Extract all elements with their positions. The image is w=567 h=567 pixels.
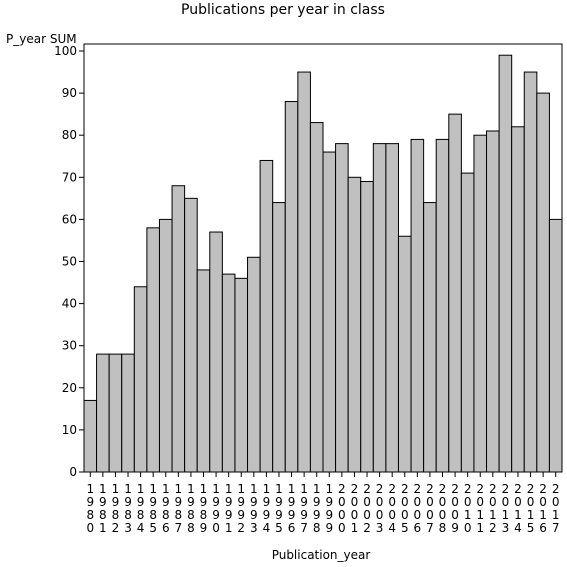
bar-2017 — [548, 218, 563, 473]
bar-2006 — [410, 138, 425, 473]
bar-2014 — [511, 126, 525, 473]
bar-2003 — [372, 143, 387, 473]
bar-2005 — [397, 235, 412, 473]
bar-1993 — [247, 256, 261, 473]
y-tick-label: 90 — [62, 86, 77, 100]
y-tick-label: 30 — [62, 339, 77, 353]
bar-2016 — [536, 92, 550, 473]
bar-2008 — [435, 138, 450, 473]
x-axis-ticks: 1 9 8 0 1 9 8 1 1 9 8 2 1 9 8 3 1 9 8 4 1 9 8 5 1 9 8 6 1 9 8 7 1 9 8 8 1 9 8 9… — [86, 472, 560, 535]
bar-1981 — [96, 353, 110, 473]
y-tick-label: 10 — [62, 423, 77, 437]
bar-1988 — [184, 197, 198, 473]
y-axis-ticks: 0 10 20 30 40 50 60 70 80 90 100 — [54, 44, 84, 479]
bar-2001 — [347, 176, 362, 473]
bar-1983 — [121, 353, 135, 473]
bar-2013 — [498, 54, 513, 473]
y-tick-label: 80 — [62, 128, 77, 142]
bar-2002 — [360, 181, 374, 473]
bar-1990 — [209, 231, 223, 473]
bar-2015 — [523, 71, 538, 473]
y-tick-label: 100 — [54, 44, 77, 58]
bar-1986 — [158, 218, 173, 473]
bar-2010 — [460, 172, 475, 473]
bar-1994 — [259, 159, 274, 473]
x-axis-label: Publication_year — [272, 548, 371, 562]
bar-2007 — [423, 202, 437, 473]
chart-title: Publications per year in class — [181, 2, 385, 18]
bar-1996 — [284, 101, 299, 473]
bar-1982 — [108, 353, 123, 473]
bar-1995 — [272, 202, 286, 473]
bar-2004 — [385, 143, 399, 473]
y-tick-label: 70 — [62, 170, 77, 184]
y-tick-label: 40 — [62, 297, 77, 311]
bar-1984 — [133, 286, 148, 473]
bar-1985 — [146, 227, 160, 473]
bar-1997 — [297, 71, 311, 473]
bar-2000 — [335, 143, 349, 473]
bar-2009 — [448, 113, 462, 473]
y-tick-label: 0 — [69, 465, 77, 479]
y-axis-label: P_year SUM — [6, 32, 77, 46]
plot-frame — [83, 43, 563, 473]
bars-group — [83, 54, 563, 473]
bar-1999 — [322, 151, 337, 473]
bar-2012 — [486, 130, 500, 473]
y-tick-label: 20 — [62, 381, 77, 395]
bar-1991 — [221, 273, 236, 473]
bar-2011 — [473, 134, 488, 473]
y-tick-label: 50 — [62, 255, 77, 269]
bar-1987 — [171, 185, 186, 473]
bar-1992 — [234, 277, 249, 473]
bar-1980 — [83, 399, 98, 473]
bar-1989 — [196, 269, 211, 473]
bar-1998 — [309, 122, 324, 473]
y-tick-label: 60 — [62, 212, 77, 226]
